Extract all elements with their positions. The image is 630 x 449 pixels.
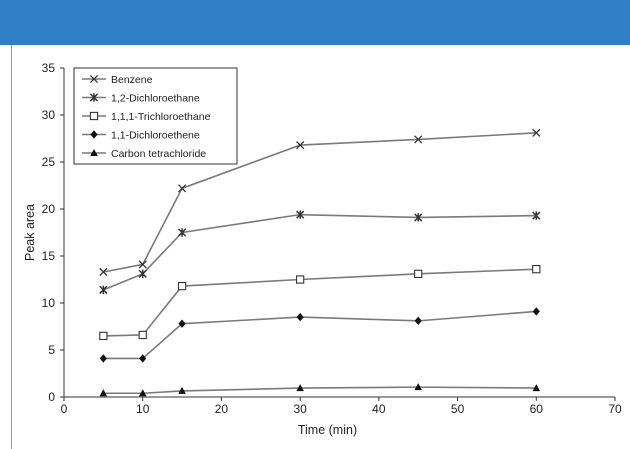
y-tick-label: 35 xyxy=(42,61,56,75)
legend-label: 1,1-Dichloroethene xyxy=(111,130,200,142)
x-tick-label: 70 xyxy=(608,402,622,416)
legend-label: 1,1,1-Trichloroethane xyxy=(111,111,211,123)
data-point xyxy=(138,260,147,269)
data-point xyxy=(414,383,423,391)
legend-item: 1,2-Dichloroethane xyxy=(82,93,200,105)
y-tick-label: 15 xyxy=(42,249,56,263)
data-point xyxy=(414,135,423,144)
data-point xyxy=(138,269,147,279)
series-line xyxy=(103,386,537,395)
y-axis-title: Peak area xyxy=(23,204,37,261)
legend-marker xyxy=(89,93,99,102)
legend-label: Carbon tetrachloride xyxy=(111,148,206,160)
data-point xyxy=(138,389,147,397)
data-point xyxy=(414,316,422,326)
data-point xyxy=(178,319,186,328)
axes xyxy=(60,67,616,401)
series-1-1-dichloroethene xyxy=(99,307,540,363)
data-point xyxy=(532,384,541,392)
frame-border xyxy=(11,45,12,449)
series-lines xyxy=(99,128,541,397)
data-point xyxy=(295,275,305,284)
data-point xyxy=(138,330,147,340)
data-point xyxy=(177,281,187,291)
series-line xyxy=(103,213,537,291)
tick-labels: 0 10 20 30 40 50 60 70 0 5 10 15 20 25 30 35 xyxy=(42,61,622,416)
data-point xyxy=(99,285,108,295)
data-point xyxy=(532,128,541,137)
legend: Benzene 1,2-Dichloroethane 1,1,1-Trichloro… xyxy=(73,67,238,165)
data-point xyxy=(99,389,108,397)
legend-marker xyxy=(90,149,98,156)
data-point xyxy=(296,312,304,322)
data-point xyxy=(296,210,305,219)
series-line xyxy=(103,310,537,360)
series-line xyxy=(103,132,537,273)
x-tick-label: 50 xyxy=(451,402,465,416)
y-tick-label: 10 xyxy=(42,296,56,310)
legend-item: 1,1,1-Trichloroethane xyxy=(82,111,211,123)
series-line xyxy=(103,268,537,337)
series-1-1-1-trichloroethane xyxy=(99,265,541,341)
x-tick-label: 60 xyxy=(530,402,544,416)
legend-item: 1,1-Dichloroethene xyxy=(82,130,200,142)
data-point xyxy=(178,386,186,394)
data-point xyxy=(99,267,108,277)
x-tick-label: 30 xyxy=(293,402,307,416)
y-tick-label: 30 xyxy=(42,108,56,122)
data-point xyxy=(99,354,107,363)
legend-label: Benzene xyxy=(111,74,153,86)
series-carbon-tetrachloride xyxy=(99,383,541,397)
y-tick-label: 0 xyxy=(48,390,55,404)
y-tick-label: 5 xyxy=(48,343,55,357)
x-tick-label: 40 xyxy=(372,402,386,416)
data-point xyxy=(414,269,423,279)
data-point xyxy=(532,211,541,220)
legend-item: Carbon tetrachloride xyxy=(82,148,206,160)
data-point xyxy=(177,228,187,237)
legend-item: Benzene xyxy=(82,74,153,86)
data-point xyxy=(414,213,423,222)
data-point xyxy=(532,265,541,274)
data-point xyxy=(178,184,187,193)
x-tick-label: 10 xyxy=(136,402,150,416)
data-point xyxy=(139,354,147,363)
legend-marker xyxy=(90,130,98,139)
series-1-2-dichloroethane xyxy=(99,210,541,295)
data-point xyxy=(99,331,108,341)
legend-marker xyxy=(89,74,99,84)
data-point xyxy=(296,141,305,150)
data-point xyxy=(296,384,304,392)
legend-label: 1,2-Dichloroethane xyxy=(111,93,200,105)
header-bar xyxy=(0,0,630,45)
y-tick-label: 25 xyxy=(42,155,56,169)
x-tick-label: 0 xyxy=(61,402,68,416)
x-axis-title: Time (min) xyxy=(298,423,357,437)
x-tick-label: 20 xyxy=(215,402,229,416)
series-benzene xyxy=(99,128,541,277)
data-point xyxy=(532,307,540,316)
legend-marker xyxy=(89,111,99,121)
y-tick-label: 20 xyxy=(42,202,56,216)
